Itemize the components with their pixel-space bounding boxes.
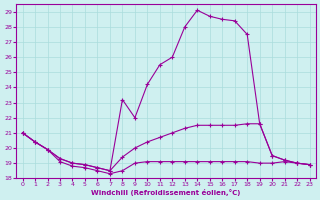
X-axis label: Windchill (Refroidissement éolien,°C): Windchill (Refroidissement éolien,°C)	[92, 189, 241, 196]
